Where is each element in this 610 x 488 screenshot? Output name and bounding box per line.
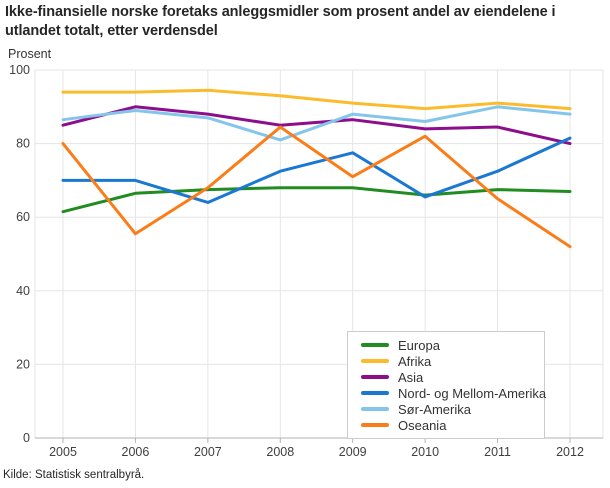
series-line-nord-og-mellom-amerika — [61, 136, 572, 204]
legend-item-afrika[interactable]: Afrika — [361, 353, 540, 369]
x-tick-label: 2007 — [194, 445, 222, 459]
series-line-europa — [61, 186, 572, 214]
series-line-oseania — [61, 125, 572, 249]
x-tick-label: 2006 — [122, 445, 150, 459]
legend-label: Europa — [398, 337, 440, 353]
x-tick-label: 2008 — [266, 445, 294, 459]
legend-label: Sør-Amerika — [398, 401, 471, 417]
x-tick-label: 2010 — [411, 445, 439, 459]
y-tick-label: 0 — [23, 431, 30, 445]
legend-swatch-oseania — [361, 423, 389, 427]
legend-label: Nord- og Mellom-Amerika — [398, 385, 547, 401]
series-line-s-r-amerika — [61, 105, 572, 142]
x-tick-label: 2009 — [339, 445, 367, 459]
legend: Europa Afrika Asia Nord- og Mellom-Amerika S… — [347, 331, 546, 439]
legend-swatch-nord-og-mellom-amerika — [361, 391, 389, 395]
legend-label: Afrika — [398, 353, 432, 369]
legend-item-s-r-amerika[interactable]: Sør-Amerika — [361, 401, 540, 417]
y-tick-label: 80 — [16, 137, 30, 151]
legend-item-oseania[interactable]: Oseania — [361, 417, 540, 433]
y-tick-label: 20 — [16, 357, 30, 371]
source-note: Kilde: Statistisk sentralbyrå. — [3, 469, 145, 481]
legend-swatch-europa — [361, 343, 389, 347]
x-tick-label: 2011 — [484, 445, 511, 459]
legend-swatch-afrika — [361, 359, 389, 363]
series-line-asia — [61, 105, 572, 146]
legend-label: Oseania — [398, 417, 447, 433]
x-tick-label: 2005 — [49, 445, 77, 459]
y-tick-label: 60 — [16, 210, 30, 224]
chart-title: Ikke-finansielle norske foretaks anleggs… — [5, 4, 556, 40]
legend-label: Asia — [398, 369, 424, 385]
legend-swatch-s-r-amerika — [361, 407, 389, 411]
legend-item-europa[interactable]: Europa — [361, 337, 540, 353]
y-axis-title: Prosent — [8, 47, 52, 61]
y-tick-label: 100 — [9, 63, 30, 77]
x-tick-label: 2012 — [556, 445, 584, 459]
series-line-afrika — [61, 88, 572, 111]
legend-item-asia[interactable]: Asia — [361, 369, 540, 385]
legend-swatch-asia — [361, 375, 389, 379]
legend-item-nord-og-mellom-amerika[interactable]: Nord- og Mellom-Amerika — [361, 385, 546, 401]
y-tick-label: 40 — [16, 284, 30, 298]
